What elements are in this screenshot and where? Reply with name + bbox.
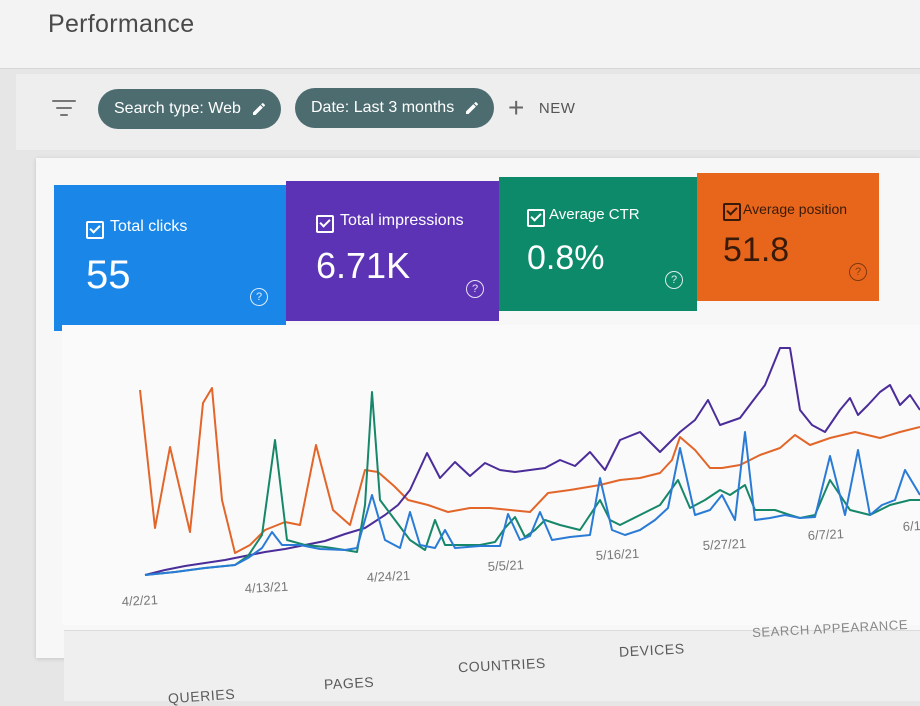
metric-value: 51.8 [723,231,790,269]
x-tick-label: 5/5/21 [487,557,524,574]
plus-icon: + [508,92,525,123]
help-icon[interactable]: ? [665,271,683,289]
app-header: Performance [0,0,920,69]
search-type-chip-label: Search type: Web [114,100,241,117]
x-tick-label: 5/16/21 [595,546,639,563]
x-tick-label: 6/1 [902,518,920,534]
new-filter-label: NEW [538,99,576,117]
x-tick-label: 4/13/21 [244,579,288,596]
filter-icon[interactable] [52,98,78,118]
help-icon[interactable]: ? [849,263,867,281]
series-line-position [139,387,920,554]
edit-icon[interactable] [464,100,480,116]
checkbox-icon[interactable] [527,209,545,227]
help-icon[interactable]: ? [466,280,484,298]
checkbox-icon[interactable] [86,221,104,239]
tab-devices[interactable]: DEVICES [618,640,686,660]
date-range-chip[interactable]: Date: Last 3 months [295,88,495,128]
series-line-impressions [144,347,920,576]
search-type-chip[interactable]: Search type: Web [98,89,281,129]
page-title: Performance [48,10,195,38]
checkbox-icon[interactable] [723,203,741,221]
metric-card-average-ctr[interactable]: Average CTR 0.8% ? [499,177,697,311]
tab-pages[interactable]: PAGES [323,673,375,693]
metric-value: 55 [86,253,131,297]
new-filter-button[interactable]: + NEW [508,94,575,122]
help-icon[interactable]: ? [250,288,268,306]
chart-area [62,325,920,625]
metric-value: 0.8% [527,239,605,277]
metric-label: Total clicks [110,218,188,235]
metric-label: Total impressions [340,212,464,229]
checkbox-icon[interactable] [316,215,334,233]
metric-card-total-impressions[interactable]: Total impressions 6.71K ? [286,181,499,321]
metric-card-average-position[interactable]: Average position 51.8 ? [697,173,879,301]
x-tick-label: 5/27/21 [702,536,746,553]
date-range-chip-label: Date: Last 3 months [311,99,455,116]
x-tick-label: 4/24/21 [366,568,410,585]
metric-label: Average position [743,201,848,217]
x-tick-label: 6/7/21 [807,526,844,543]
dimension-tabs [64,630,920,701]
metric-card-total-clicks[interactable]: Total clicks 55 ? [54,185,286,331]
metric-label: Average CTR [549,206,640,223]
x-tick-label: 4/2/21 [121,592,158,609]
tab-queries[interactable]: QUERIES [167,685,236,706]
metric-value: 6.71K [316,245,411,286]
series-line-clicks [144,431,920,576]
edit-icon[interactable] [251,101,267,117]
